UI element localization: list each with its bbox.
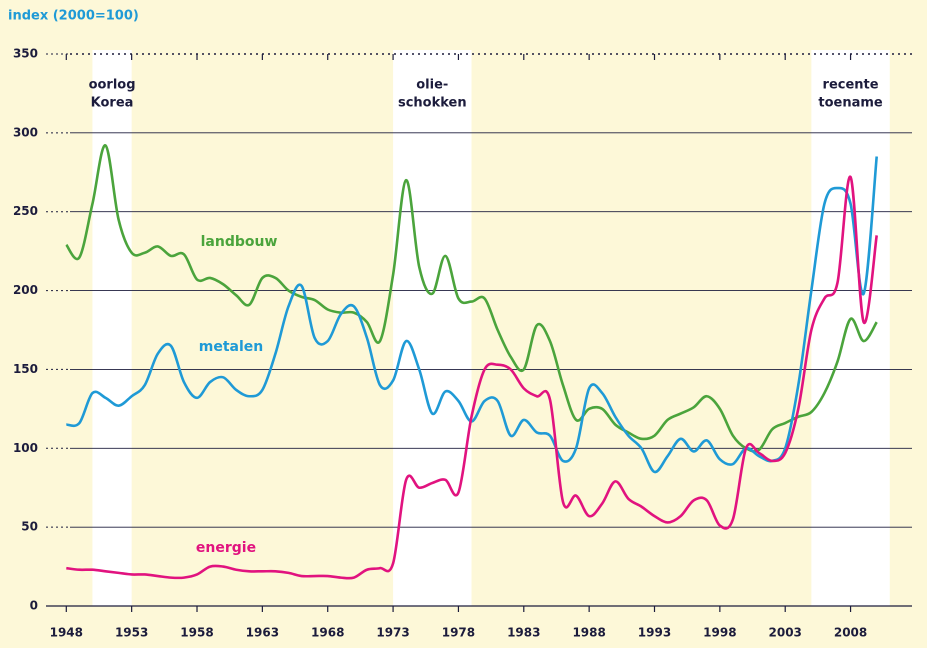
x-tick-label: 1968 <box>311 626 344 640</box>
x-tick-label: 2008 <box>834 626 867 640</box>
y-tick-label: 250 <box>13 204 38 218</box>
series-label: metalen <box>199 339 263 355</box>
band-label: schokken <box>398 96 467 111</box>
highlight-band <box>393 50 472 606</box>
data-line <box>66 156 879 474</box>
band-label: oorlog <box>89 78 136 93</box>
series-label: landbouw <box>201 234 278 250</box>
y-tick-label: 350 <box>13 47 38 61</box>
band-label: toename <box>818 96 883 111</box>
x-tick-label: 1948 <box>50 626 83 640</box>
y-tick-label: 300 <box>13 125 38 139</box>
highlight-band <box>92 50 132 606</box>
x-tick-label: 1988 <box>572 626 605 640</box>
x-tick-label: 2003 <box>769 626 802 640</box>
highlight-band <box>811 50 890 606</box>
data-line <box>66 175 878 580</box>
x-tick-label: 1978 <box>442 626 475 640</box>
y-axis-label: index (2000=100) <box>8 9 139 24</box>
band-label: olie- <box>416 78 448 93</box>
band-label: recente <box>823 78 879 93</box>
y-tick-label: 100 <box>13 441 38 455</box>
x-tick-label: 1998 <box>703 626 736 640</box>
x-tick-label: 1953 <box>115 626 148 640</box>
y-tick-label: 50 <box>21 520 38 534</box>
data-line <box>65 144 878 453</box>
x-tick-label: 1973 <box>376 626 409 640</box>
x-tick-label: 1963 <box>246 626 279 640</box>
x-tick-label: 1983 <box>507 626 540 640</box>
band-label: Korea <box>91 96 134 111</box>
y-tick-label: 0 <box>30 599 38 613</box>
y-tick-label: 200 <box>13 283 38 297</box>
x-tick-label: 1958 <box>180 626 213 640</box>
y-tick-label: 150 <box>13 362 38 376</box>
series-label: energie <box>196 540 256 556</box>
x-tick-label: 1993 <box>638 626 671 640</box>
